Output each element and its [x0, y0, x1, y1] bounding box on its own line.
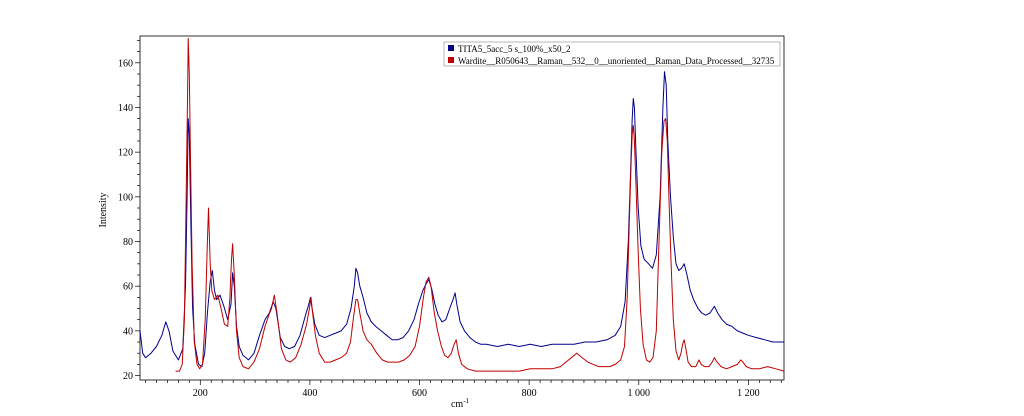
series-line-0	[139, 71, 784, 368]
series-line-1	[175, 37, 785, 372]
y-tick-label: 60	[123, 282, 133, 293]
x-tick-label: 1 000	[628, 388, 651, 399]
x-axis-title-unit: cm	[451, 399, 463, 410]
y-axis-title: Intensity	[98, 193, 109, 228]
y-tick-label: 40	[123, 326, 133, 337]
x-axis-ticks: 200 400 600 800 1 000 1 200	[145, 380, 782, 399]
y-axis-ticks: 20 40 60 80 100 120 140 160	[118, 40, 140, 382]
x-axis-title: cm-1	[451, 397, 470, 410]
x-tick-label: 1 200	[737, 388, 760, 399]
legend-swatch-0	[448, 45, 454, 51]
x-tick-label: 400	[302, 388, 317, 399]
x-tick-label: 800	[522, 388, 537, 399]
y-tick-label: 100	[118, 192, 133, 203]
y-tick-label: 20	[123, 371, 133, 382]
legend-box	[443, 41, 781, 67]
x-tick-label: 200	[193, 388, 208, 399]
plot-area	[139, 35, 785, 381]
y-tick-label: 80	[123, 237, 133, 248]
series-layer	[139, 37, 785, 372]
y-tick-label: 160	[118, 58, 133, 69]
legend-label-1: Wardite__R050643__Raman__532__0__unorien…	[458, 56, 775, 66]
x-tick-label: 600	[412, 388, 427, 399]
y-tick-label: 120	[118, 148, 133, 159]
legend-swatch-1	[448, 57, 454, 63]
y-tick-label: 140	[118, 103, 133, 114]
x-axis-title-superscript: -1	[463, 397, 469, 405]
legend: TITA5_5acc_5 s_100%_x50_2 Wardite__R0506…	[443, 41, 781, 67]
legend-label-0: TITA5_5acc_5 s_100%_x50_2	[458, 44, 571, 54]
